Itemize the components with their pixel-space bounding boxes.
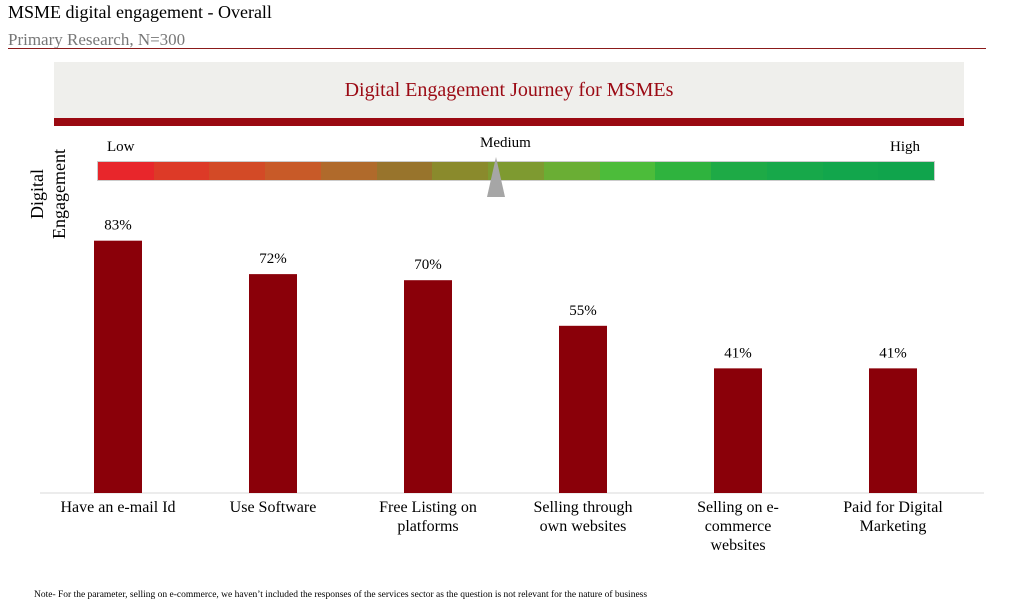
gradient-segment-0: [98, 162, 154, 180]
category-label-3: Selling through own websites: [533, 499, 632, 535]
bar-data-label-3: 55%: [569, 303, 597, 319]
category-label-4: Selling on e-commerce websites: [697, 499, 779, 554]
bar-3: [559, 325, 607, 493]
bar-data-label-5: 41%: [879, 345, 907, 361]
scale-low-label: Low: [107, 139, 135, 155]
gradient-segment-5: [376, 162, 433, 180]
title-divider: [8, 48, 986, 49]
bar-1: [249, 274, 297, 493]
category-label-1: Use Software: [230, 499, 317, 516]
category-label-line: Have an e-mail Id: [60, 499, 175, 516]
bar-data-label-1: 72%: [259, 251, 287, 267]
category-label-line: Paid for Digital: [843, 499, 943, 516]
category-label-line: Use Software: [230, 499, 317, 516]
bar-0: [94, 240, 142, 493]
category-label-line: commerce: [705, 518, 772, 535]
page-title: MSME digital engagement - Overall: [8, 2, 272, 22]
medium-marker-triangle: [487, 157, 505, 197]
category-label-line: Marketing: [860, 518, 927, 535]
page-subtitle: Primary Research, N=300: [8, 30, 186, 49]
journey-banner-title: Digital Engagement Journey for MSMEs: [344, 79, 674, 101]
bar-2: [404, 280, 452, 493]
category-label-0: Have an e-mail Id: [60, 499, 175, 516]
bar-4: [714, 368, 762, 493]
gradient-segment-14: [878, 162, 935, 180]
category-label-line: Free Listing on: [379, 499, 477, 516]
category-label-5: Paid for Digital Marketing: [843, 499, 943, 535]
bar-data-label-0: 83%: [104, 218, 132, 234]
engagement-gradient-bar: [97, 161, 935, 181]
scale-medium-label: Medium: [480, 135, 531, 151]
category-label-line: Selling on e-: [697, 499, 779, 516]
gradient-segment-3: [265, 162, 321, 180]
gradient-segment-1: [153, 162, 210, 180]
category-label-line: websites: [710, 537, 765, 554]
category-label-line: platforms: [397, 518, 458, 535]
bar-5: [869, 368, 917, 493]
gradient-segment-6: [432, 162, 489, 180]
footnote: Note- For the parameter, selling on e-co…: [34, 590, 648, 600]
gradient-segment-10: [655, 162, 712, 180]
gradient-segment-12: [766, 162, 823, 180]
category-label-line: Selling through: [533, 499, 632, 516]
gradient-segment-11: [711, 162, 767, 180]
bar-data-label-4: 41%: [724, 345, 752, 361]
gradient-segment-8: [543, 162, 600, 180]
gradient-segment-13: [822, 162, 879, 180]
category-label-2: Free Listing on platforms: [379, 499, 477, 535]
journey-banner: Digital Engagement Journey for MSMEs: [54, 62, 964, 118]
scale-high-label: High: [890, 139, 920, 155]
bar-data-label-2: 70%: [414, 257, 442, 273]
gradient-segment-4: [320, 162, 377, 180]
journey-banner-underline: [54, 118, 964, 126]
category-label-line: own websites: [540, 518, 627, 535]
gradient-segment-9: [599, 162, 656, 180]
gradient-segment-2: [209, 162, 266, 180]
